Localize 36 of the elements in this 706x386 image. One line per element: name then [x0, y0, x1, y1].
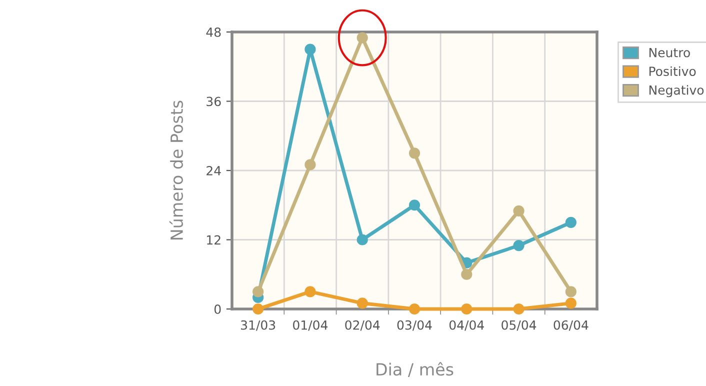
y-tick-label: 24 [206, 166, 221, 176]
x-tick-label: 06/04 [554, 320, 588, 331]
y-tick-label: 48 [206, 27, 221, 37]
y-axis-title: Número de Posts [169, 100, 184, 240]
x-tick-label: 01/04 [293, 320, 328, 331]
point [513, 240, 524, 252]
point [304, 286, 316, 298]
point [408, 148, 420, 159]
x-tick-label: 31/03 [241, 320, 276, 331]
point [408, 303, 420, 315]
point [461, 268, 472, 280]
point [252, 286, 264, 298]
point [513, 303, 524, 315]
legend-label: Neutro [649, 48, 690, 58]
point [565, 216, 576, 228]
point [461, 303, 472, 315]
point [356, 234, 368, 246]
x-tick-label: 04/04 [449, 320, 484, 331]
x-tick-label: 05/04 [502, 320, 536, 331]
y-tick-label: 0 [214, 304, 221, 314]
legend-label: Positivo [649, 66, 696, 76]
legend-label: Negativo [649, 85, 704, 98]
y-tick-label: 36 [206, 96, 221, 106]
point [304, 44, 316, 55]
point [513, 205, 524, 216]
point [565, 286, 576, 298]
x-axis-title: Dia / mês [376, 362, 454, 377]
point [565, 298, 576, 309]
point [252, 303, 264, 315]
x-tick-label: 02/04 [345, 320, 380, 331]
point [356, 298, 368, 309]
point [408, 200, 420, 211]
y-tick-label: 12 [207, 235, 220, 244]
point [304, 159, 316, 170]
x-tick-label: 03/04 [397, 320, 432, 331]
point [356, 32, 368, 44]
